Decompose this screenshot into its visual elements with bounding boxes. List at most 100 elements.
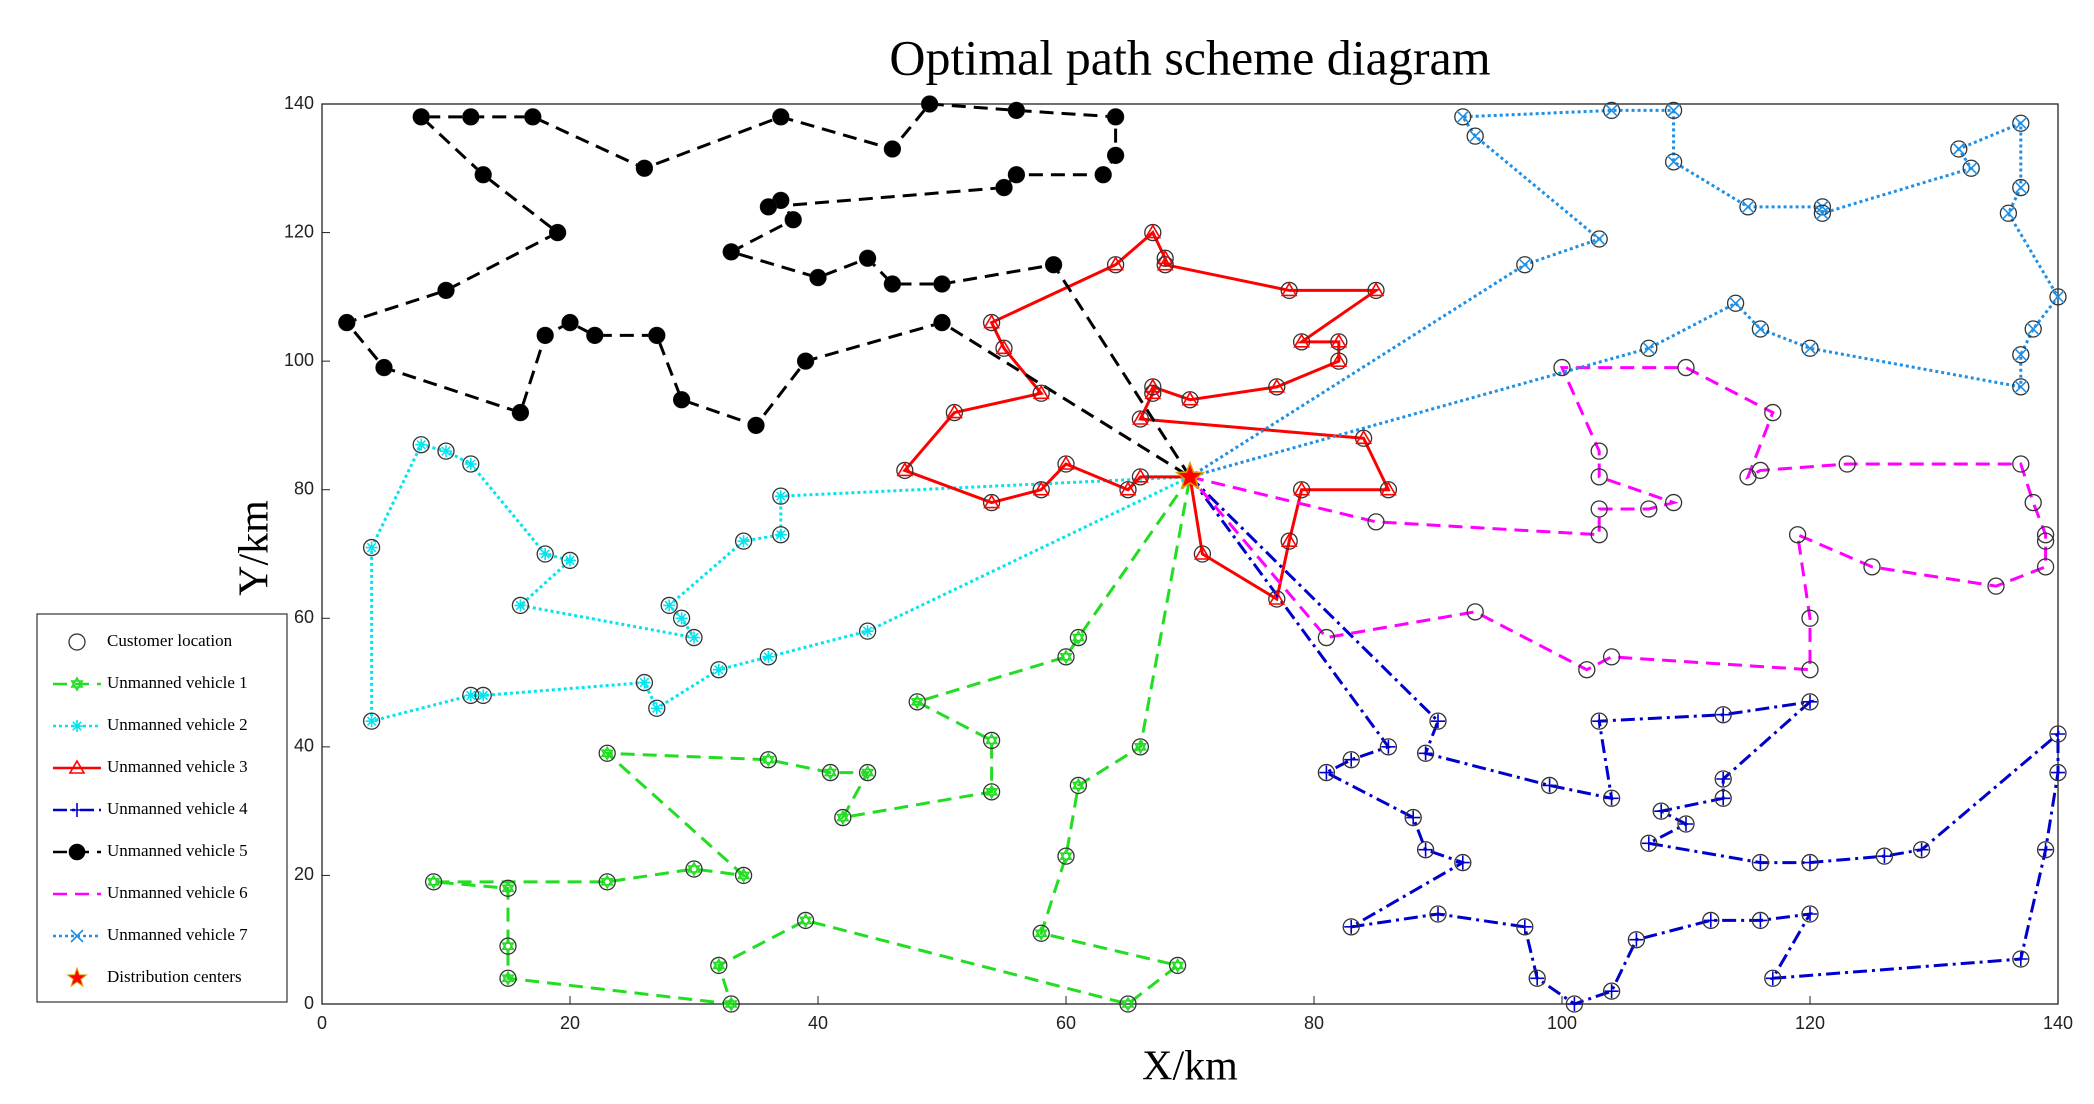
- marker-inner: [501, 938, 515, 954]
- customer-point: [1602, 101, 1621, 120]
- customer-point: [1764, 969, 1782, 987]
- customer-point: [1578, 661, 1596, 679]
- marker-inner: [983, 493, 1000, 509]
- marker-inner: [1034, 925, 1048, 941]
- marker-inner: [2038, 842, 2053, 857]
- y-tick-label: 140: [284, 93, 314, 113]
- customer-point: [1590, 526, 1608, 544]
- marker-inner: [761, 752, 776, 768]
- customer-point: [362, 538, 381, 557]
- marker-inner: [675, 612, 688, 625]
- legend-label: Unmanned vehicle 3: [107, 757, 248, 776]
- marker-inner: [1144, 223, 1162, 239]
- marker-inner: [1119, 481, 1137, 496]
- marker-inner: [2013, 952, 2028, 966]
- marker-inner: [365, 715, 378, 728]
- customer-point: [1788, 526, 1807, 544]
- marker-inner: [797, 352, 814, 370]
- y-tick-label: 40: [294, 736, 314, 756]
- marker-inner: [1605, 103, 1619, 117]
- customer-point: [1863, 558, 1881, 576]
- marker-inner: [1517, 919, 1532, 934]
- plot-area: 0 20 40 60 80 100 120 140 0 20 40 60 80 100 120 140: [284, 93, 2073, 1033]
- customer-point: [908, 693, 926, 711]
- customer-point: [1553, 358, 1571, 377]
- marker-inner: [1032, 384, 1050, 400]
- marker-inner: [884, 140, 901, 158]
- marker-inner: [2014, 348, 2028, 362]
- x-tick-label: 140: [2043, 1013, 2073, 1033]
- legend-label: Unmanned vehicle 2: [107, 715, 248, 734]
- marker-inner: [1156, 256, 1174, 271]
- customer-point: [2036, 532, 2055, 550]
- marker-inner: [860, 764, 875, 781]
- marker-inner: [798, 912, 813, 929]
- customer-point: [1565, 995, 1584, 1013]
- marker-inner: [586, 327, 604, 344]
- customer-point: [635, 673, 654, 692]
- marker-inner: [1431, 714, 1445, 729]
- customer-point: [1379, 738, 1398, 756]
- marker-inner: [1132, 410, 1149, 425]
- marker-inner: [1418, 842, 1433, 857]
- marker-inner: [1170, 957, 1185, 974]
- marker-inner: [774, 528, 787, 541]
- marker-inner: [1753, 855, 1768, 870]
- route-line: [1189, 108, 2060, 479]
- customer-point: [685, 628, 703, 647]
- customer-point: [834, 808, 852, 827]
- marker-inner: [1059, 848, 1073, 864]
- marker-inner: [549, 224, 566, 241]
- marker-inner: [747, 417, 765, 434]
- customer-point: [2024, 493, 2042, 512]
- marker-inner: [1319, 765, 1334, 780]
- marker-inner: [1629, 932, 1644, 947]
- customer-point: [1057, 847, 1075, 865]
- y-tick-label: 100: [284, 350, 314, 370]
- marker-inner: [712, 957, 726, 974]
- customer-point: [1764, 403, 1782, 422]
- customer-point: [1714, 770, 1732, 788]
- customer-point: [982, 731, 1001, 750]
- marker-inner: [412, 108, 430, 126]
- marker-inner: [70, 803, 84, 817]
- customer-point: [462, 455, 480, 473]
- marker-inner: [722, 243, 740, 261]
- marker-inner: [896, 461, 914, 477]
- customer-point: [2012, 178, 2030, 197]
- marker-inner: [984, 784, 999, 800]
- customer-point: [1627, 931, 1646, 949]
- customer-point: [1429, 905, 1447, 923]
- x-axis-label: X/km: [1142, 1044, 1238, 1090]
- marker-inner: [1803, 855, 1817, 870]
- customer-point: [1739, 198, 1757, 216]
- marker-inner: [512, 404, 529, 421]
- marker-inner: [836, 809, 850, 826]
- customer-point: [1912, 841, 1931, 859]
- marker-inner: [440, 445, 452, 458]
- customer-point: [1664, 493, 1683, 512]
- customer-point: [1540, 776, 1559, 795]
- customer-point: [759, 751, 778, 769]
- marker-inner: [2014, 116, 2028, 130]
- marker-inner: [762, 650, 775, 663]
- customer-point: [1602, 982, 1621, 1000]
- customer-point: [1454, 108, 1472, 126]
- customer-point: [1342, 751, 1360, 769]
- marker-inner: [1952, 142, 1966, 156]
- legend-label: Customer location: [107, 631, 233, 650]
- marker-inner: [1268, 378, 1286, 393]
- marker-inner: [1530, 971, 1545, 986]
- marker-inner: [1008, 102, 1025, 119]
- marker-inner: [1703, 913, 1718, 928]
- marker-inner: [1032, 481, 1050, 496]
- marker-inner: [861, 625, 874, 638]
- x-tick-label: 20: [560, 1013, 580, 1033]
- route-line: [1188, 475, 2060, 1006]
- marker-inner: [536, 327, 554, 344]
- customer-point: [734, 866, 753, 885]
- customer-point: [1714, 789, 1732, 807]
- marker-inner: [1877, 849, 1892, 864]
- marker-inner: [1716, 772, 1731, 786]
